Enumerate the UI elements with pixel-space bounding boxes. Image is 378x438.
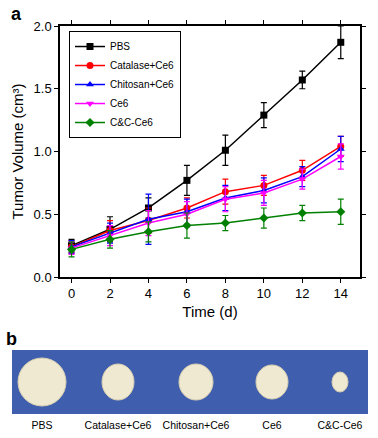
svg-text:Ce6: Ce6 bbox=[262, 419, 281, 431]
svg-text:1.5: 1.5 bbox=[34, 81, 52, 96]
svg-text:6: 6 bbox=[183, 286, 190, 301]
svg-text:Chitosan+Ce6: Chitosan+Ce6 bbox=[110, 79, 174, 90]
svg-text:8: 8 bbox=[222, 286, 229, 301]
svg-text:Tumor Volume (cm³): Tumor Volume (cm³) bbox=[9, 83, 26, 219]
svg-text:12: 12 bbox=[295, 286, 309, 301]
svg-text:Chitosan+Ce6: Chitosan+Ce6 bbox=[163, 419, 230, 431]
svg-text:Ce6: Ce6 bbox=[110, 98, 129, 109]
svg-text:b: b bbox=[6, 330, 17, 349]
svg-text:C&C-Ce6: C&C-Ce6 bbox=[110, 117, 153, 128]
svg-text:0.0: 0.0 bbox=[34, 270, 52, 285]
svg-text:4: 4 bbox=[145, 286, 152, 301]
svg-text:Time (d): Time (d) bbox=[182, 303, 237, 320]
svg-text:a: a bbox=[11, 4, 22, 24]
svg-text:PBS: PBS bbox=[31, 419, 52, 431]
svg-text:Catalase+Ce6: Catalase+Ce6 bbox=[85, 419, 152, 431]
svg-text:1.0: 1.0 bbox=[34, 144, 52, 159]
svg-text:Catalase+Ce6: Catalase+Ce6 bbox=[110, 60, 174, 71]
svg-text:C&C-Ce6: C&C-Ce6 bbox=[318, 419, 363, 431]
svg-text:2: 2 bbox=[106, 286, 113, 301]
svg-text:0: 0 bbox=[68, 286, 75, 301]
svg-text:0.5: 0.5 bbox=[34, 207, 52, 222]
svg-text:PBS: PBS bbox=[110, 41, 130, 52]
svg-text:10: 10 bbox=[257, 286, 271, 301]
svg-text:2.0: 2.0 bbox=[34, 19, 52, 34]
svg-text:14: 14 bbox=[334, 286, 348, 301]
